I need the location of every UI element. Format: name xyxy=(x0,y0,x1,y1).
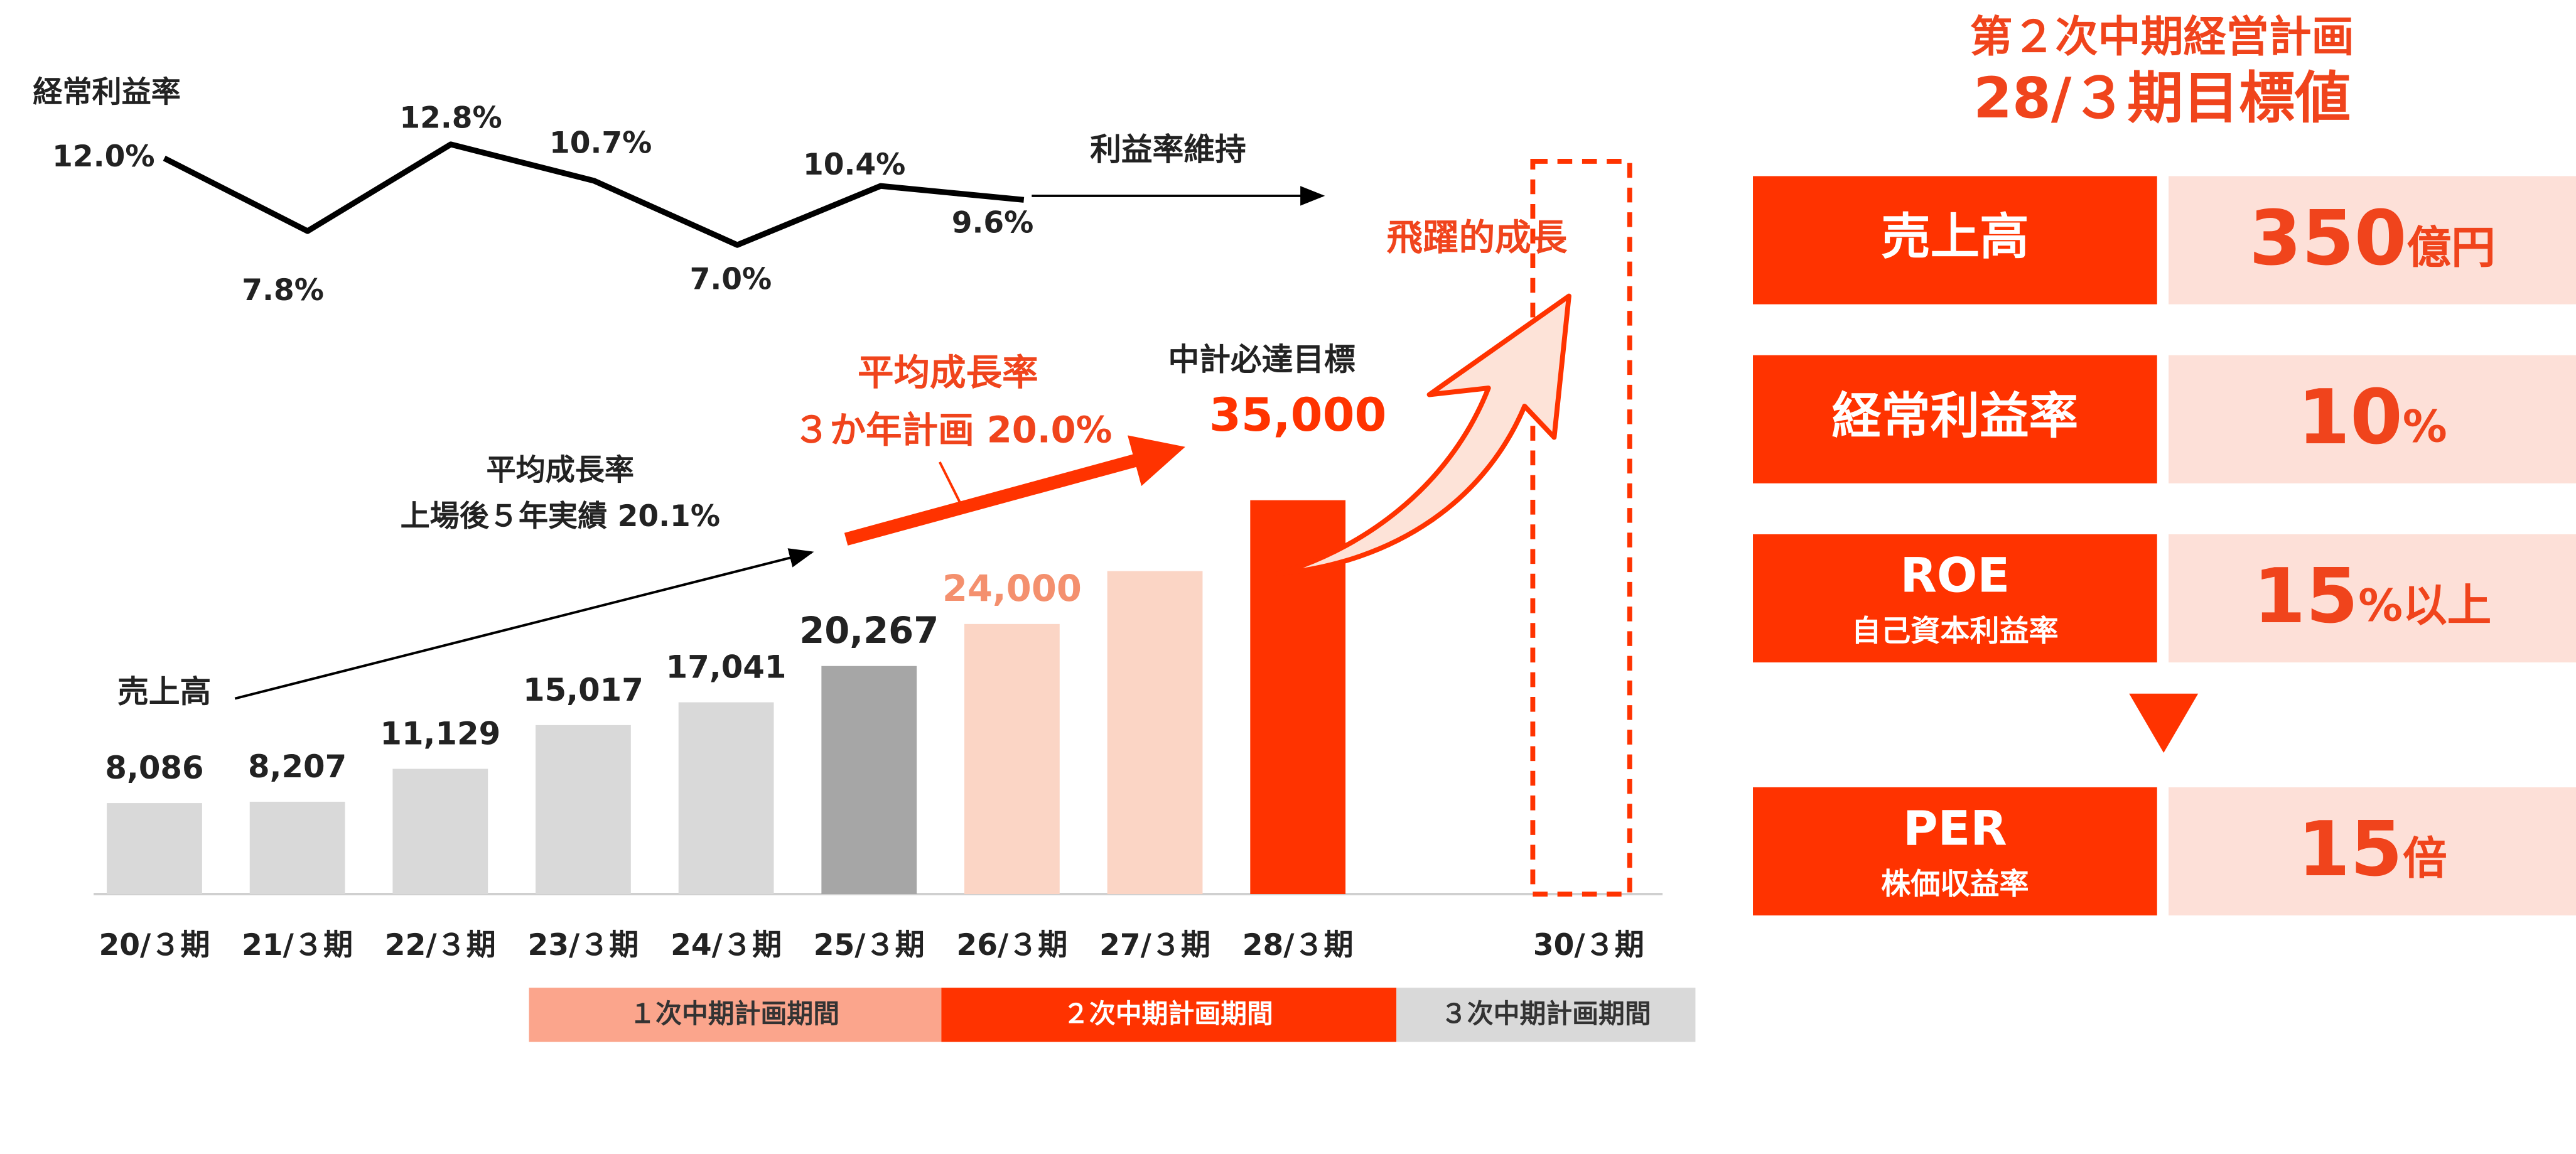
period-label: ３次中期計画期間 xyxy=(1441,998,1651,1029)
period-label: ２次中期計画期間 xyxy=(1063,998,1273,1029)
target-name-box xyxy=(1753,787,2157,916)
target-unit: % xyxy=(2403,400,2447,452)
target-value: 350億円 xyxy=(2249,195,2496,283)
annotation: 利益率維持 xyxy=(1090,131,1246,168)
future-box xyxy=(1530,159,1632,897)
arrow xyxy=(234,548,814,700)
value-label: 11,129 xyxy=(380,716,500,752)
target-value-box xyxy=(2169,787,2576,916)
target-name-box xyxy=(1753,176,2157,305)
bar xyxy=(249,801,345,895)
annotation: 飛躍的成長 xyxy=(1387,217,1568,259)
annotation: 平均成長率 xyxy=(487,453,634,488)
target-sub: 自己資本利益率 xyxy=(1851,614,2059,649)
annotation: ３か年計画 20.0% xyxy=(794,409,1112,451)
line-title: 経常利益率 xyxy=(33,75,180,110)
target-name-box xyxy=(1753,534,2157,663)
bar xyxy=(964,623,1060,895)
target-value: 15%以上 xyxy=(2253,553,2492,640)
x-tick-label: 24/３期 xyxy=(671,928,782,963)
x-tick-label: 27/３期 xyxy=(1099,928,1210,963)
target-name: PER xyxy=(1903,801,2007,856)
period-band xyxy=(1396,988,1696,1042)
bar xyxy=(821,666,917,895)
leap-arrow xyxy=(1275,293,1571,576)
annotation: 平均成長率 xyxy=(858,352,1038,394)
panel-title: 第２次中期経営計画 xyxy=(1970,13,2354,62)
x-tick-label: 25/３期 xyxy=(814,928,925,963)
target-number: 10 xyxy=(2297,374,2403,461)
annotation: 中計必達目標 xyxy=(1168,342,1356,378)
x-tick-label: 26/３期 xyxy=(956,928,1067,963)
target-value: 15倍 xyxy=(2297,806,2447,893)
target-name: ROE xyxy=(1900,548,2010,603)
target-number: 15 xyxy=(2297,806,2403,893)
bar xyxy=(536,725,631,895)
target-name-box xyxy=(1753,355,2157,483)
target-value-box xyxy=(2169,534,2576,663)
value-label: 9.6% xyxy=(952,206,1034,240)
target-value: 10% xyxy=(2297,374,2447,461)
value-label: 17,041 xyxy=(666,649,787,686)
line xyxy=(163,141,1025,248)
target-value-box xyxy=(2169,176,2576,305)
target-name: 売上高 xyxy=(1881,208,2029,266)
value-label: 35,000 xyxy=(1209,389,1387,442)
annotation: 上場後５年実績 20.1% xyxy=(401,499,720,534)
x-tick-label: 23/３期 xyxy=(527,928,639,963)
x-tick-label: 20/３期 xyxy=(99,928,210,963)
target-value-box xyxy=(2169,355,2576,483)
period-band xyxy=(529,988,942,1042)
bar xyxy=(678,702,774,895)
target-name: 経常利益率 xyxy=(1832,387,2079,445)
bar xyxy=(392,768,488,895)
bar xyxy=(1107,571,1203,895)
target-unit: 倍 xyxy=(2403,832,2447,884)
down-triangle xyxy=(2129,693,2199,753)
bar-title: 売上高 xyxy=(117,673,211,709)
x-tick-label: 28/３期 xyxy=(1242,928,1354,963)
panel-subtitle: 28/３期目標値 xyxy=(1973,65,2351,131)
target-unit: %以上 xyxy=(2358,579,2491,631)
x-tick-label: 22/３期 xyxy=(385,928,496,963)
value-label: 10.7% xyxy=(549,126,652,160)
value-label: 15,017 xyxy=(523,672,644,708)
growth-arrow xyxy=(844,435,1185,546)
period-band xyxy=(941,988,1397,1042)
target-number: 15 xyxy=(2253,553,2359,640)
value-label: 12.0% xyxy=(52,139,154,174)
bar xyxy=(107,803,202,895)
periods: １次中期計画期間 ２次中期計画期間 ３次中期計画期間 xyxy=(529,988,1696,1042)
value-label: 8,207 xyxy=(248,748,347,785)
value-label: 8,086 xyxy=(105,750,203,786)
target-number: 350 xyxy=(2249,195,2406,283)
value-label: 7.8% xyxy=(242,273,324,308)
value-label: 24,000 xyxy=(942,568,1082,610)
value-label: 20,267 xyxy=(799,610,939,652)
value-label: 12.8% xyxy=(399,101,502,136)
target-unit: 億円 xyxy=(2407,221,2496,273)
leader-line xyxy=(939,461,962,505)
value-label: 10.4% xyxy=(803,148,905,182)
target-sub: 株価収益率 xyxy=(1881,867,2029,902)
value-label: 7.0% xyxy=(690,262,772,297)
x-tick-label: 21/３期 xyxy=(242,928,353,963)
x-tick-label: 30/３期 xyxy=(1533,928,1644,963)
period-label: １次中期計画期間 xyxy=(629,998,839,1029)
